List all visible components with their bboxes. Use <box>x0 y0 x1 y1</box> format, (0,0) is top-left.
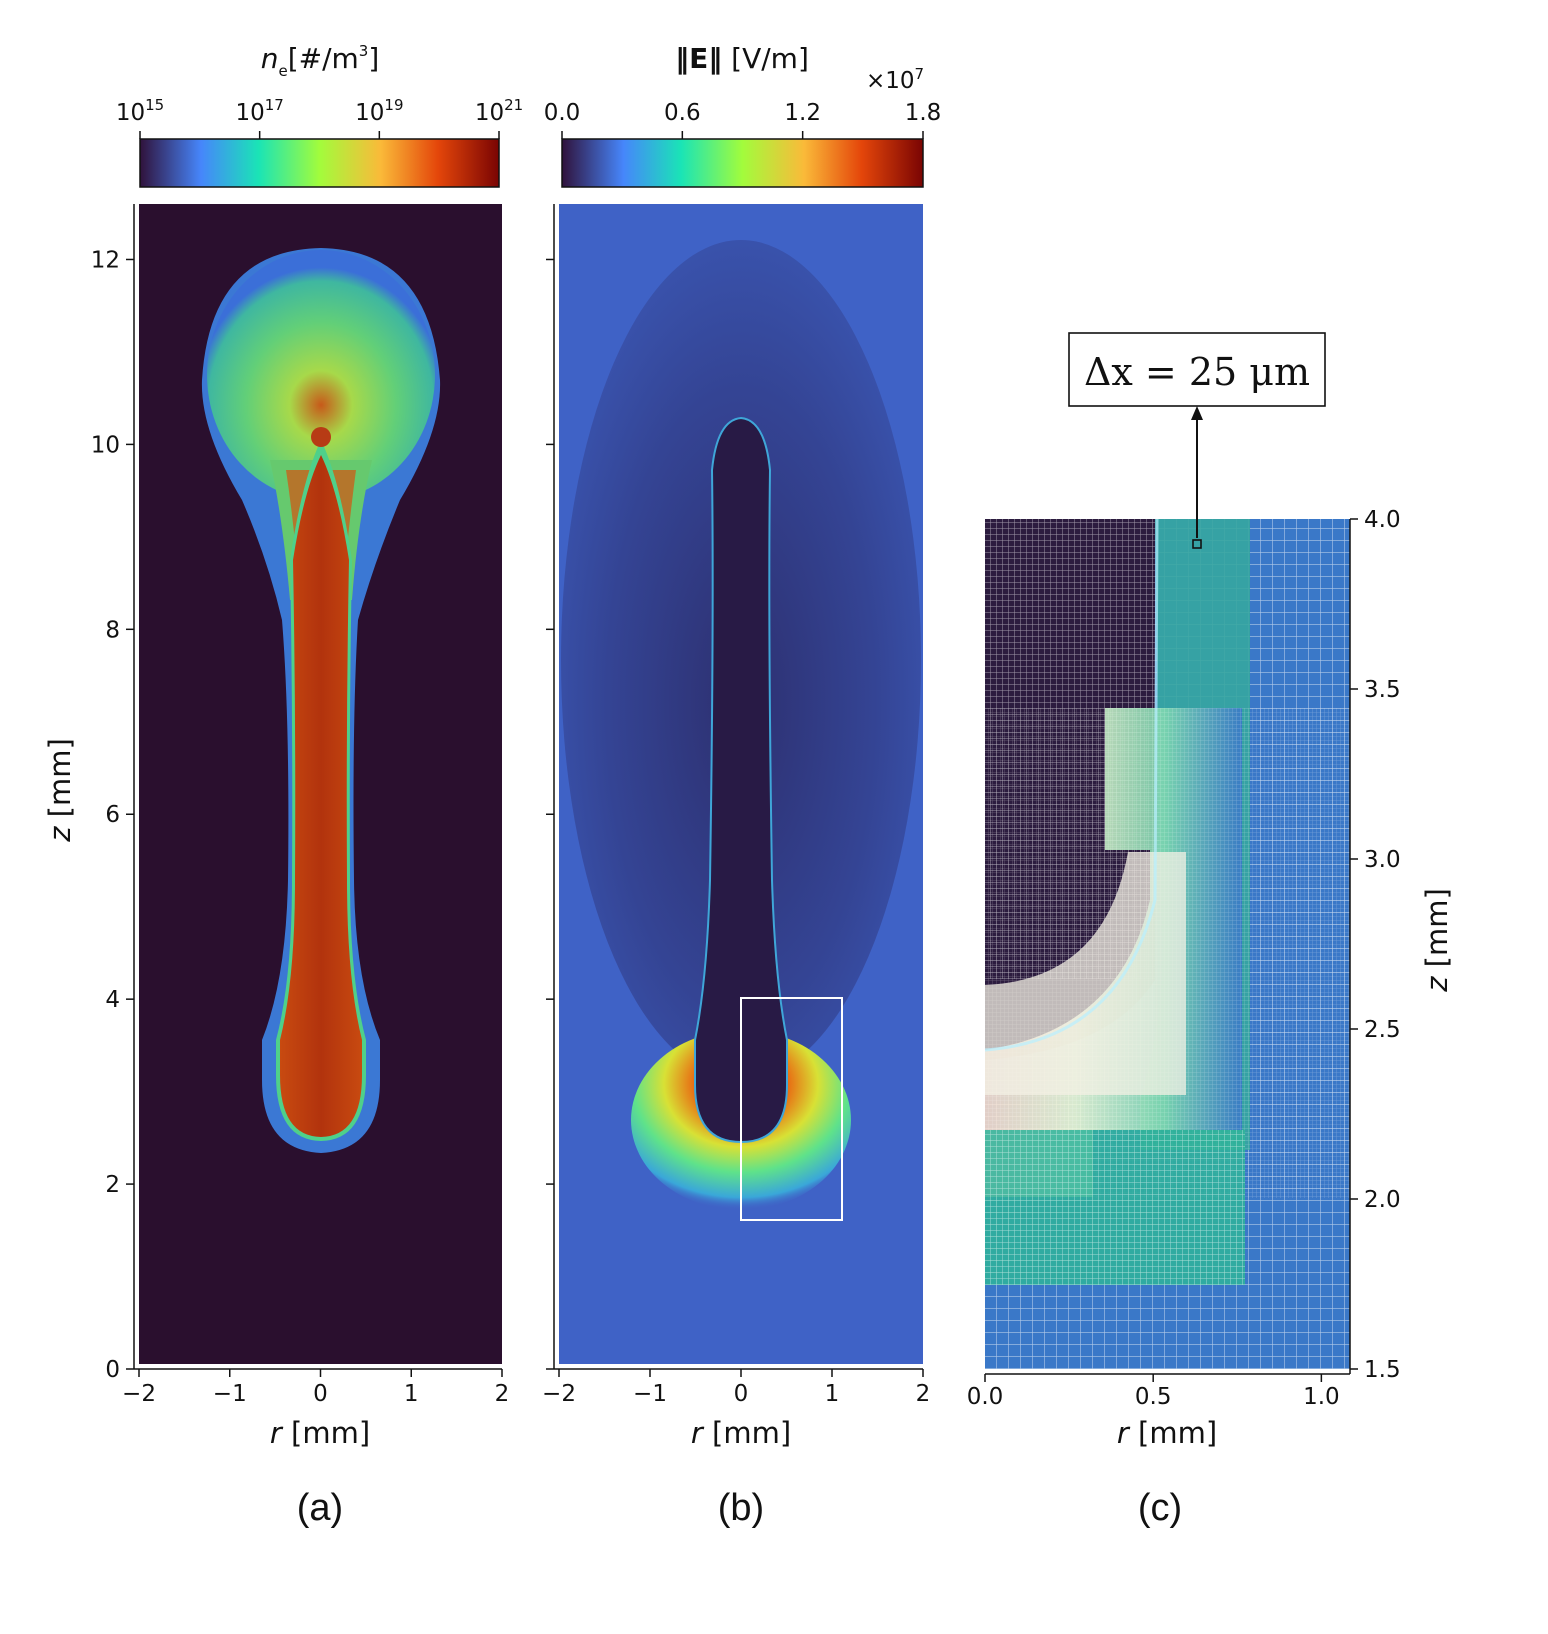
colorbar-b-tick-label: 1.8 <box>905 100 942 126</box>
axis-a-xtick-label: 2 <box>495 1381 510 1407</box>
colorbar-b-tick-label: 0.0 <box>544 100 581 126</box>
axis-a-ytick-label: 4 <box>105 987 120 1013</box>
axis-c-xtick-label: 1.0 <box>1303 1384 1340 1410</box>
colorbar-a-ticks: 1015 1017 1019 1021 <box>116 96 523 139</box>
field-channel-interior <box>694 416 788 1144</box>
resolution-annotation-box <box>1068 332 1326 407</box>
colorbar-a <box>139 138 500 188</box>
axis-c-ytick-label: 2.0 <box>1364 1187 1401 1213</box>
axis-b-yticks <box>546 258 554 1370</box>
axis-c-ytick-label: 1.5 <box>1364 1357 1401 1383</box>
panel-c: Δx = 25 μm 0.0 0.5 1.0 1.52.02.53.03.54.0 … <box>967 332 1454 1529</box>
axis-b-xticks: −2 −1 0 1 2 <box>542 1369 930 1407</box>
colorbar-a-tick-label: 1019 <box>355 96 403 126</box>
colorbar-b-title: ‖E‖ [V/m] <box>675 42 809 75</box>
axis-c-xtick-label: 0.5 <box>1135 1384 1172 1410</box>
axis-c-ytick-label: 4.0 <box>1364 507 1401 533</box>
axis-b-xtick-label: −1 <box>633 1381 667 1407</box>
colorbar-a-tick-label: 1015 <box>116 96 164 126</box>
field-c-peak <box>985 852 1186 1095</box>
colorbar-b-tick-label: 1.2 <box>784 100 821 126</box>
streamer-head <box>207 250 435 500</box>
axis-a-yticks: 0 2 4 6 8 10 12 <box>91 247 134 1383</box>
colorbar-a-tick-label: 1017 <box>235 96 283 126</box>
colorbar-a-title: ne[#/m3] <box>261 42 380 80</box>
axis-c-yticks: 1.5 2.0 2.5 3.0 3.5 4.0 <box>1350 507 1401 1383</box>
axis-a-xticks: −2 −1 0 1 2 <box>122 1369 509 1407</box>
colorbar-b <box>561 138 924 188</box>
heatmap-b <box>559 204 923 1364</box>
annotation-arrowhead <box>1191 406 1203 420</box>
streamer-origin <box>311 427 331 447</box>
panel-b: ‖E‖ [V/m] ×107 0.0 0.6 1.2 1.8 −2 −1 0 1 2 r [m… <box>542 42 941 1529</box>
axis-c-xlabel: r [mm] <box>1117 1416 1217 1450</box>
axis-a-ytick-label: 2 <box>105 1172 120 1198</box>
axis-a-xtick-label: −1 <box>213 1381 247 1407</box>
axis-c-ytick-label: 3.0 <box>1364 847 1401 873</box>
axis-a-xtick-label: 1 <box>404 1381 419 1407</box>
resolution-annotation: Δx = 25 μm <box>1084 350 1310 394</box>
axis-b-xtick-label: 2 <box>916 1381 931 1407</box>
axis-c-ylabel: z [mm] <box>1420 888 1454 993</box>
axis-a-xtick-label: −2 <box>122 1381 156 1407</box>
panel-c-label: (c) <box>1138 1487 1182 1529</box>
colorbar-a-tick-label: 1021 <box>475 96 523 126</box>
streamer-channel <box>280 455 362 1137</box>
axis-b-xtick-label: 0 <box>734 1381 749 1407</box>
axis-c-xticks: 0.0 0.5 1.0 <box>967 1374 1340 1410</box>
inset-box <box>740 997 843 1221</box>
colorbar-b-multiplier: ×107 <box>866 65 924 94</box>
axis-a-ytick-label: 6 <box>105 802 120 828</box>
axis-b-xlabel: r [mm] <box>691 1416 791 1450</box>
colorbar-b-tick-label: 0.6 <box>664 100 701 126</box>
heatmap-a <box>139 204 502 1364</box>
heatmap-c <box>985 519 1350 1369</box>
axis-c-ytick-label: 2.5 <box>1364 1017 1401 1043</box>
annotation-cell-marker <box>1192 539 1202 549</box>
panel-a-label: (a) <box>297 1487 343 1529</box>
panel-b-label: (b) <box>718 1487 764 1529</box>
axis-a-ylabel: z [mm] <box>43 738 77 843</box>
axis-b-xtick-label: 1 <box>825 1381 840 1407</box>
axis-c-xtick-label: 0.0 <box>967 1384 1004 1410</box>
axis-a-ytick-label: 8 <box>105 617 120 643</box>
field-c-boundary <box>985 519 1159 1052</box>
axis-c-ytick-label: 3.5 <box>1364 677 1401 703</box>
axis-a-ytick-label: 12 <box>91 247 120 273</box>
axis-b-xtick-label: −2 <box>542 1381 576 1407</box>
panel-a: ne[#/m3] 1015 1017 1019 1021 −2 −1 0 1 2 024681… <box>43 42 523 1529</box>
axis-a-ytick-label: 0 <box>105 1357 120 1383</box>
colorbar-b-ticks: 0.0 0.6 1.2 1.8 <box>544 100 942 139</box>
axis-a-xtick-label: 0 <box>313 1381 328 1407</box>
axis-a-ytick-label: 10 <box>91 432 120 458</box>
axis-a-xlabel: r [mm] <box>270 1416 370 1450</box>
